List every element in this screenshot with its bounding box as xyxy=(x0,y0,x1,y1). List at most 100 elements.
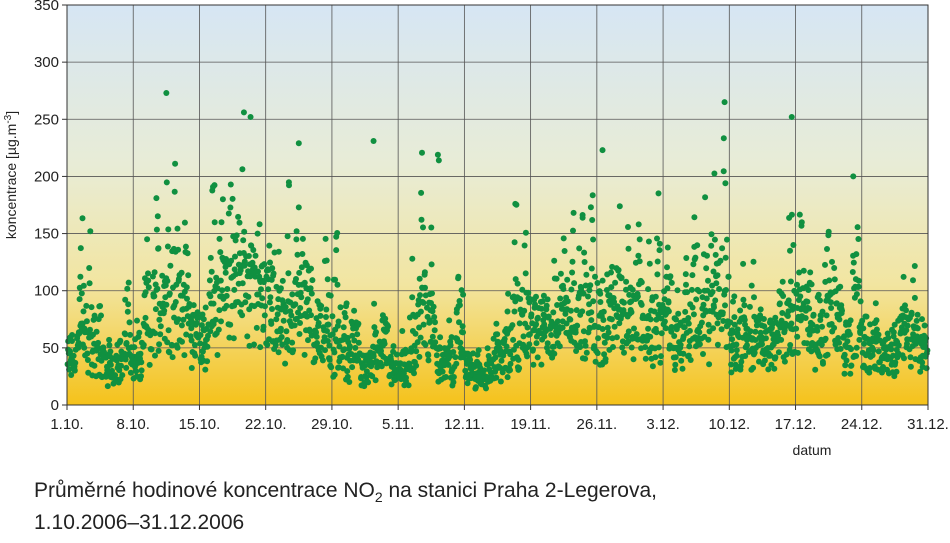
data-point xyxy=(253,324,260,331)
data-point xyxy=(569,269,576,276)
data-point xyxy=(572,329,579,336)
data-point xyxy=(475,347,482,354)
data-point xyxy=(919,359,926,366)
data-point xyxy=(802,315,809,321)
data-point xyxy=(81,344,88,351)
data-point xyxy=(784,313,791,319)
data-point xyxy=(848,346,854,353)
data-point xyxy=(432,319,438,326)
data-point xyxy=(711,304,717,311)
data-point xyxy=(538,361,545,368)
x-axis-title: datum xyxy=(793,442,832,458)
data-point xyxy=(219,196,226,203)
data-point xyxy=(422,341,429,348)
data-point xyxy=(556,343,563,350)
data-point xyxy=(190,302,197,309)
data-point xyxy=(807,269,814,276)
data-point xyxy=(696,341,703,348)
data-point xyxy=(733,347,740,354)
data-point xyxy=(700,301,707,308)
data-point xyxy=(282,304,289,310)
data-point xyxy=(819,323,825,330)
data-point xyxy=(409,255,416,262)
data-point xyxy=(429,290,435,297)
x-tick-label-84: 24.12. xyxy=(841,416,883,433)
data-point xyxy=(559,324,566,331)
data-point xyxy=(86,265,93,271)
data-point xyxy=(619,344,626,351)
data-point xyxy=(621,299,627,306)
data-point xyxy=(604,334,611,341)
data-point xyxy=(680,350,687,357)
data-point xyxy=(901,355,907,362)
data-point xyxy=(717,257,724,264)
data-point xyxy=(308,265,314,272)
data-point xyxy=(322,235,329,242)
data-point xyxy=(349,332,356,339)
data-point xyxy=(291,322,298,329)
data-point xyxy=(616,203,623,210)
data-point-extreme xyxy=(370,138,377,144)
data-point xyxy=(780,293,787,299)
data-point xyxy=(344,334,351,341)
data-point xyxy=(746,303,753,310)
data-point xyxy=(188,365,195,371)
data-point xyxy=(729,329,736,336)
data-point xyxy=(875,348,882,355)
data-point xyxy=(71,367,78,374)
data-point xyxy=(293,276,299,282)
data-point xyxy=(199,311,206,318)
y-axis-ticks: 0 50 100 150 200 250 300 350 xyxy=(34,0,67,414)
data-point xyxy=(827,299,834,306)
data-point xyxy=(453,360,460,367)
data-point xyxy=(579,308,586,315)
data-point xyxy=(841,351,848,358)
x-tick-label-0: 1.10. xyxy=(50,416,83,433)
data-point xyxy=(846,331,853,338)
data-point xyxy=(583,349,590,356)
data-point xyxy=(80,282,87,289)
data-point xyxy=(163,301,170,308)
data-point xyxy=(507,360,514,367)
x-tick-label-7: 8.10. xyxy=(117,416,150,433)
data-point xyxy=(169,342,176,349)
data-point xyxy=(604,324,611,331)
data-point xyxy=(462,367,469,374)
data-point xyxy=(75,344,82,351)
data-point xyxy=(618,274,625,281)
y-tick-label-200: 200 xyxy=(34,168,59,185)
data-point xyxy=(731,321,738,328)
data-point xyxy=(355,320,362,327)
data-point xyxy=(890,329,897,336)
data-point xyxy=(251,264,258,271)
data-point xyxy=(533,340,540,347)
data-point xyxy=(369,373,376,380)
data-point xyxy=(628,344,635,351)
data-point xyxy=(687,357,694,363)
data-point xyxy=(116,367,123,374)
data-point xyxy=(560,286,567,292)
data-point xyxy=(122,356,129,363)
data-point xyxy=(790,242,797,248)
data-point xyxy=(83,302,90,309)
data-point xyxy=(753,322,760,329)
data-point xyxy=(668,324,675,330)
data-point xyxy=(457,339,464,346)
data-point xyxy=(474,351,481,358)
data-point xyxy=(181,352,188,359)
data-point xyxy=(309,277,316,284)
data-point-extreme xyxy=(850,173,857,180)
data-point xyxy=(522,229,529,236)
data-point xyxy=(831,265,838,271)
data-point xyxy=(239,312,246,319)
data-point-extreme xyxy=(434,151,441,158)
data-point xyxy=(594,350,601,357)
data-point xyxy=(513,201,520,208)
data-point xyxy=(204,343,211,350)
data-point xyxy=(854,224,861,231)
data-point xyxy=(879,369,885,376)
data-point xyxy=(603,287,610,293)
data-point xyxy=(647,333,654,340)
data-point xyxy=(808,281,815,288)
data-point xyxy=(301,351,308,358)
